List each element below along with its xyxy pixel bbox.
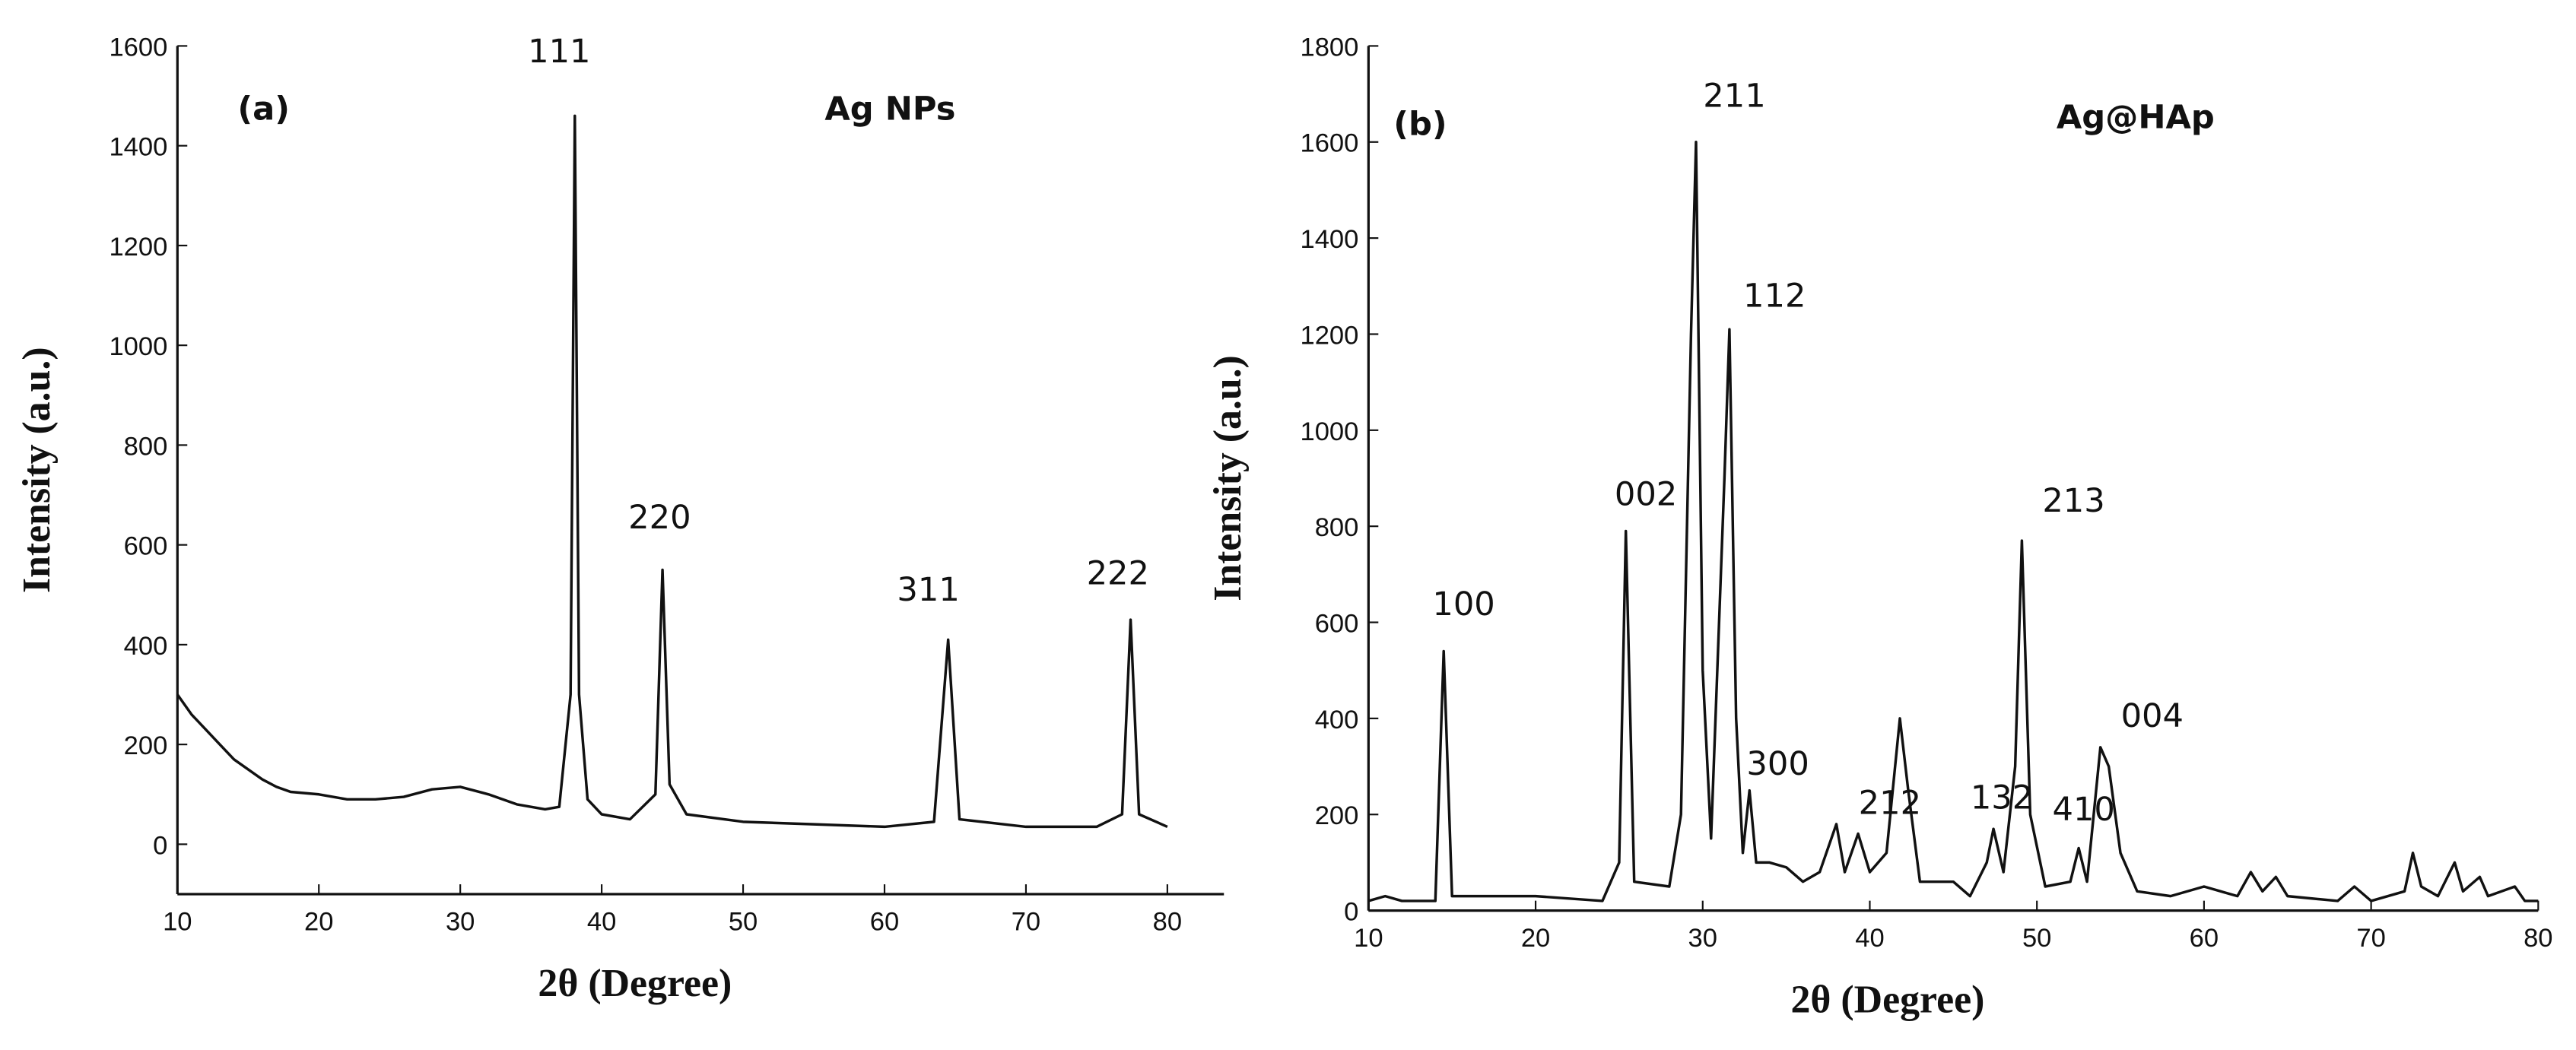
annotation: 004 [2121,697,2184,735]
x-tick-label: 80 [1153,907,1182,936]
annotation: 410 [2052,791,2114,829]
y-tick-label: 1200 [1301,321,1359,350]
y-tick-label: 1000 [1301,417,1359,446]
y-tick-label: 400 [124,632,168,661]
y-axis-label: Intensity (a.u.) [15,347,59,593]
x-tick-label: 40 [1855,924,1884,953]
annotation: 211 [1703,78,1765,116]
xrd-line [1367,141,2539,902]
y-tick-label: 600 [1315,609,1359,638]
x-tick-label: 30 [446,907,475,936]
x-tick-label: 10 [1354,924,1383,953]
y-tick-label: 0 [153,831,167,860]
x-tick-label: 70 [1012,907,1040,936]
x-tick-label: 40 [587,907,616,936]
annotation: 220 [628,499,691,537]
y-tick-label: 1600 [1301,129,1359,158]
y-tick-label: 1600 [109,33,167,62]
x-tick-label: 80 [2524,924,2552,953]
y-tick-label: 600 [124,532,168,561]
annotation: 132 [1971,779,2033,817]
x-tick-label: 20 [1521,924,1550,953]
y-tick-label: 400 [1315,706,1359,734]
x-tick-label: 50 [729,907,758,936]
y-tick-label: 800 [1315,513,1359,542]
annotation: (b) [1393,105,1447,143]
annotation: 222 [1087,555,1149,593]
annotation: Ag NPs [824,90,955,128]
x-axis-label: 2θ (Degree) [1791,978,1985,1021]
annotation: (a) [237,90,290,128]
annotation: 002 [1615,475,1677,513]
y-tick-label: 1200 [109,233,167,262]
x-tick-label: 70 [2356,924,2385,953]
annotation: 300 [1746,745,1809,783]
annotation: 100 [1432,585,1494,623]
y-tick-label: 1800 [1301,33,1359,62]
annotation: 111 [528,33,590,71]
x-tick-label: 60 [870,907,899,936]
x-tick-label: 60 [2190,924,2219,953]
y-tick-label: 1000 [109,332,167,361]
x-tick-label: 10 [163,907,192,936]
annotation: 112 [1743,277,1806,315]
y-tick-label: 200 [1315,801,1359,830]
annotation: 311 [897,571,959,609]
x-axis-label: 2θ (Degree) [538,962,732,1005]
y-axis-label: Intensity (a.u.) [1206,355,1250,601]
annotation: 213 [2042,482,2104,520]
x-tick-label: 20 [304,907,333,936]
y-tick-label: 1400 [1301,225,1359,254]
x-tick-label: 50 [2022,924,2051,953]
annotation: Ag@HAp [2057,98,2215,136]
x-tick-label: 30 [1688,924,1717,953]
y-tick-label: 800 [124,432,168,461]
y-tick-label: 0 [1344,898,1358,927]
annotation: 212 [1859,785,1921,823]
y-tick-label: 1400 [109,133,167,162]
xrd-line [176,114,1168,829]
y-tick-label: 200 [124,731,168,760]
